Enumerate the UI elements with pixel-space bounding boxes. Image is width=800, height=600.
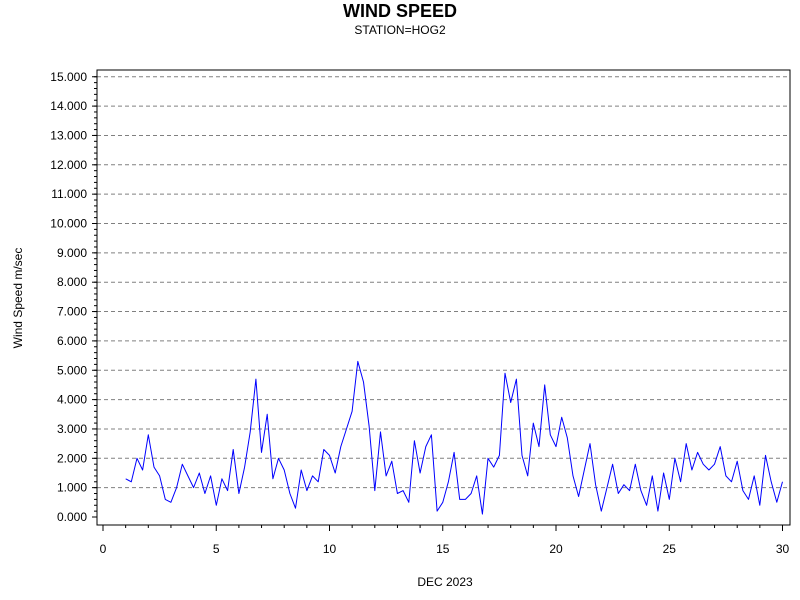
y-tick-label: 4.000: [57, 393, 87, 407]
y-tick-label: 5.000: [57, 363, 87, 377]
y-tick-label: 8.000: [57, 275, 87, 289]
y-tick-label: 14.000: [50, 99, 87, 113]
chart-title: WIND SPEED: [342, 1, 457, 21]
x-tick-label: 25: [663, 542, 677, 556]
y-tick-label: 3.000: [57, 422, 87, 436]
x-tick-label: 30: [776, 542, 790, 556]
x-tick-label: 5: [213, 542, 220, 556]
y-axis-label: Wind Speed m/sec: [11, 248, 25, 349]
x-axis-label: DEC 2023: [417, 575, 473, 589]
plot-frame: [96, 69, 791, 526]
axes: 0.000 1.000 2.000 3.000 4.000 5.000 6.000 7.000…: [50, 70, 789, 556]
y-tick-label: 6.000: [57, 334, 87, 348]
y-tick-label: 2.000: [57, 451, 87, 465]
y-tick-label: 11.000: [51, 187, 87, 201]
x-tick-label: 15: [436, 542, 450, 556]
y-tick-label: 0.000: [57, 510, 87, 524]
y-tick-label: 15.000: [50, 70, 87, 84]
grid-lines: [97, 76, 790, 489]
y-tick-label: 9.000: [57, 246, 87, 260]
y-tick-label: 10.000: [50, 217, 87, 231]
y-tick-label: 12.000: [50, 158, 87, 172]
chart-subtitle: STATION=HOG2: [354, 23, 446, 37]
y-tick-label: 7.000: [57, 305, 87, 319]
y-tick-label: 13.000: [50, 128, 87, 142]
x-tick-label: 20: [549, 542, 563, 556]
y-tick-label: 1.000: [57, 481, 87, 495]
series-line-0: [125, 360, 783, 515]
x-tick-label: 0: [100, 542, 107, 556]
x-tick-label: 10: [323, 542, 337, 556]
series-layer: [125, 360, 783, 515]
